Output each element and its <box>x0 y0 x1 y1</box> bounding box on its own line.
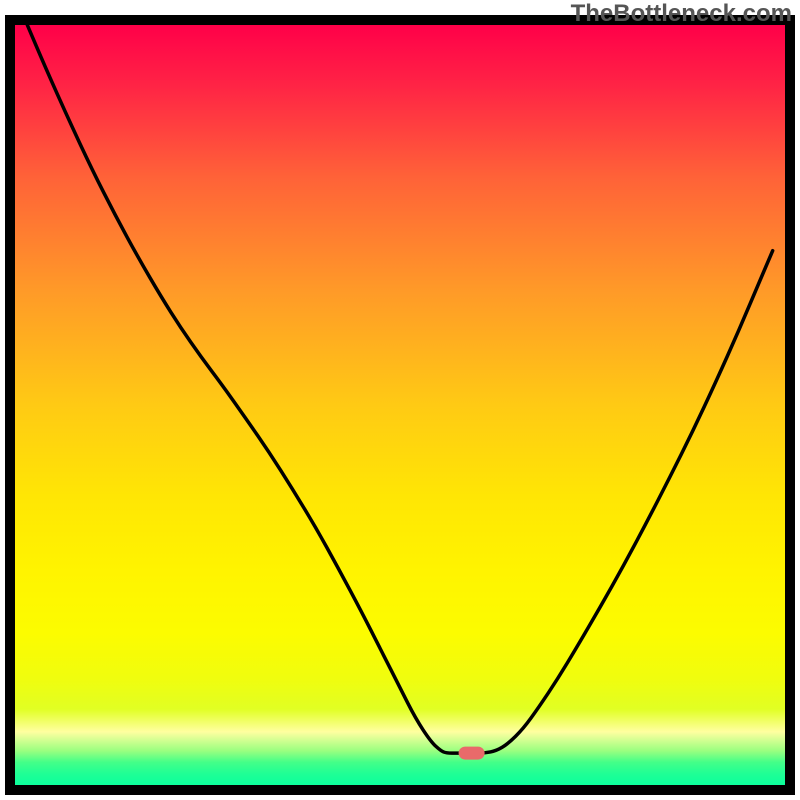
bottleneck-chart <box>0 0 800 800</box>
gradient-background <box>15 25 785 785</box>
watermark-text: TheBottleneck.com <box>571 0 792 28</box>
optimal-marker <box>459 747 485 760</box>
chart-container: TheBottleneck.com <box>0 0 800 800</box>
